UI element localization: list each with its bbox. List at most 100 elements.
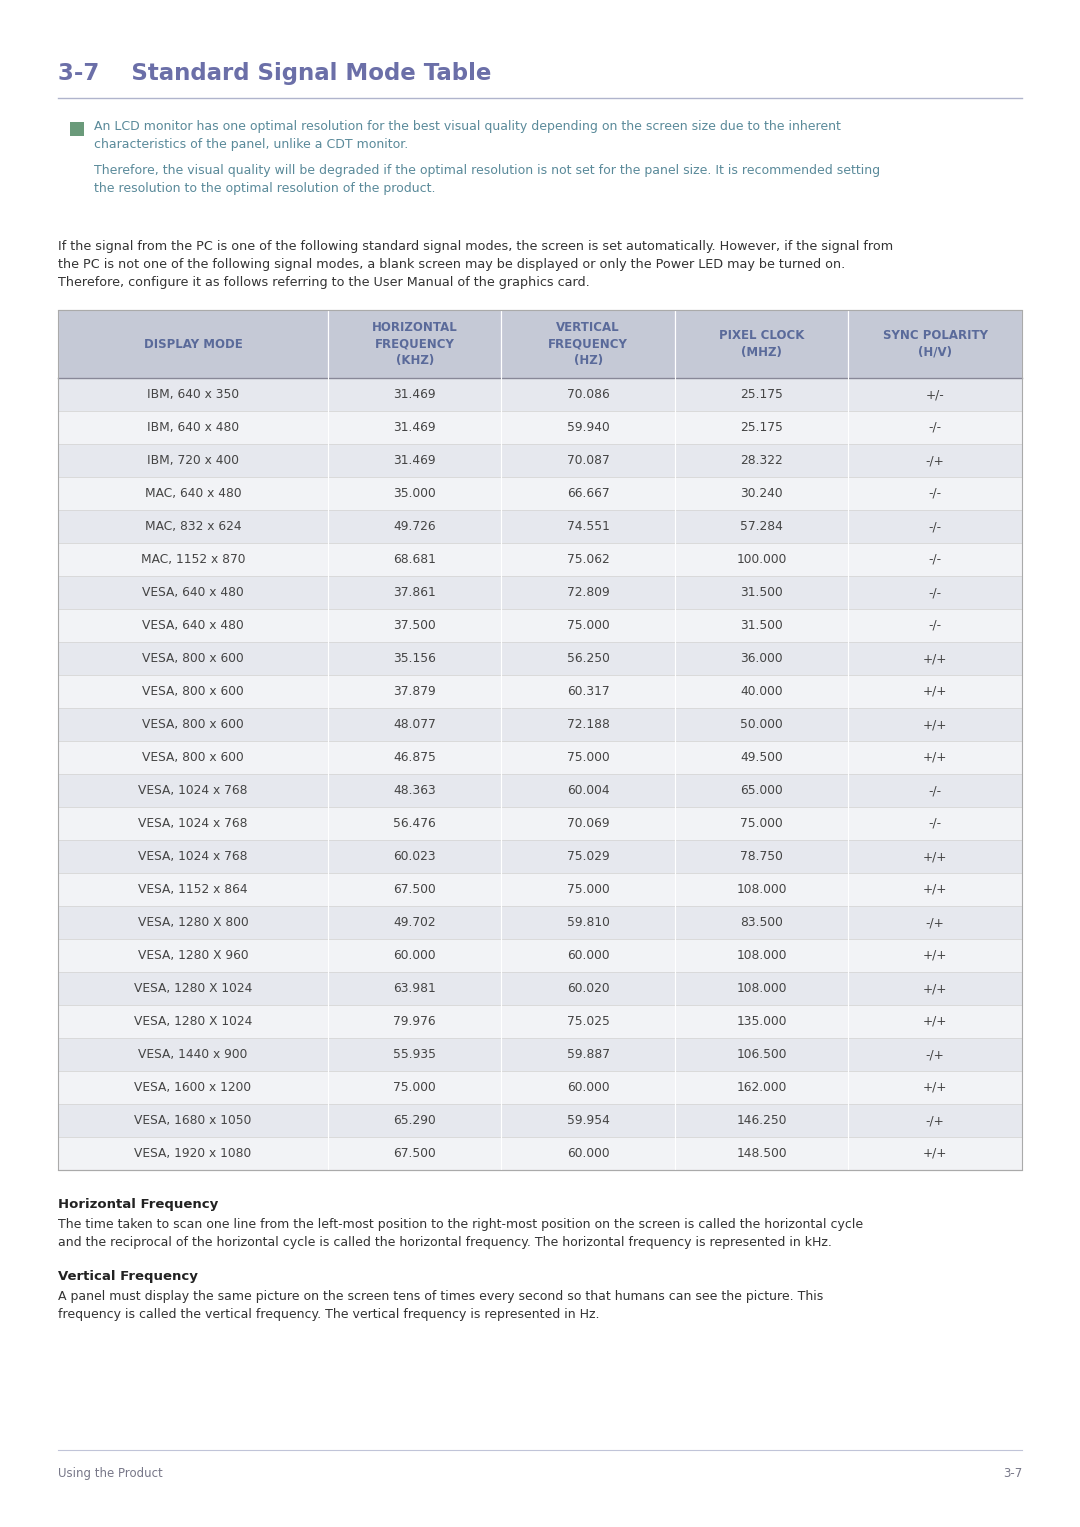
Text: 60.317: 60.317: [567, 686, 609, 698]
Bar: [58, 1104, 328, 1138]
Text: +/+: +/+: [923, 883, 947, 896]
Bar: [675, 1038, 849, 1070]
Text: 35.000: 35.000: [393, 487, 436, 499]
Bar: [675, 806, 849, 840]
Text: 72.188: 72.188: [567, 718, 609, 731]
Bar: [849, 939, 1022, 973]
Text: IBM, 640 x 480: IBM, 640 x 480: [147, 421, 239, 434]
Text: the PC is not one of the following signal modes, a blank screen may be displayed: the PC is not one of the following signa…: [58, 258, 846, 270]
Bar: [849, 840, 1022, 873]
Text: VESA, 1280 X 1024: VESA, 1280 X 1024: [134, 1015, 252, 1028]
Bar: [849, 1104, 1022, 1138]
Text: -/-: -/-: [929, 521, 942, 533]
Bar: [58, 774, 328, 806]
Text: VESA, 1280 X 1024: VESA, 1280 X 1024: [134, 982, 252, 996]
Bar: [501, 444, 675, 476]
Text: +/+: +/+: [923, 1081, 947, 1093]
Text: 49.702: 49.702: [393, 916, 436, 928]
Bar: [328, 609, 501, 641]
Text: +/+: +/+: [923, 686, 947, 698]
Text: VESA, 800 x 600: VESA, 800 x 600: [143, 718, 244, 731]
Text: 60.023: 60.023: [393, 851, 436, 863]
Bar: [849, 806, 1022, 840]
Text: 148.500: 148.500: [737, 1147, 787, 1161]
Bar: [58, 741, 328, 774]
Text: -/+: -/+: [926, 1048, 945, 1061]
Bar: [58, 576, 328, 609]
Text: 31.469: 31.469: [393, 388, 436, 402]
Bar: [675, 1104, 849, 1138]
Text: 37.500: 37.500: [393, 618, 436, 632]
Bar: [58, 906, 328, 939]
Text: SYNC POLARITY
(H/V): SYNC POLARITY (H/V): [882, 330, 988, 359]
Text: Horizontal Frequency: Horizontal Frequency: [58, 1199, 218, 1211]
Bar: [328, 379, 501, 411]
Bar: [328, 1038, 501, 1070]
Bar: [501, 1070, 675, 1104]
Text: HORIZONTAL
FREQUENCY
(KHZ): HORIZONTAL FREQUENCY (KHZ): [372, 321, 458, 366]
Bar: [328, 906, 501, 939]
Text: 59.940: 59.940: [567, 421, 609, 434]
Bar: [675, 973, 849, 1005]
Text: 146.250: 146.250: [737, 1115, 787, 1127]
Text: 60.000: 60.000: [567, 1081, 609, 1093]
Bar: [675, 310, 849, 379]
Bar: [328, 709, 501, 741]
Bar: [849, 709, 1022, 741]
Bar: [58, 609, 328, 641]
Bar: [328, 973, 501, 1005]
Text: 72.809: 72.809: [567, 586, 609, 599]
Bar: [328, 741, 501, 774]
Text: 68.681: 68.681: [393, 553, 436, 567]
Text: MAC, 832 x 624: MAC, 832 x 624: [145, 521, 241, 533]
Text: VESA, 1280 X 800: VESA, 1280 X 800: [137, 916, 248, 928]
Text: 78.750: 78.750: [740, 851, 783, 863]
Bar: [328, 806, 501, 840]
Bar: [849, 1038, 1022, 1070]
Text: VESA, 800 x 600: VESA, 800 x 600: [143, 751, 244, 764]
Text: +/+: +/+: [923, 851, 947, 863]
Bar: [849, 741, 1022, 774]
Bar: [849, 641, 1022, 675]
Bar: [58, 1038, 328, 1070]
Text: VERTICAL
FREQUENCY
(HZ): VERTICAL FREQUENCY (HZ): [549, 321, 629, 366]
Text: 28.322: 28.322: [741, 454, 783, 467]
Text: 75.000: 75.000: [567, 618, 609, 632]
Text: 37.879: 37.879: [393, 686, 436, 698]
Bar: [501, 840, 675, 873]
Text: VESA, 1440 x 900: VESA, 1440 x 900: [138, 1048, 247, 1061]
Bar: [675, 1005, 849, 1038]
Text: +/+: +/+: [923, 1015, 947, 1028]
Text: Using the Product: Using the Product: [58, 1467, 163, 1480]
Text: 3-7    Standard Signal Mode Table: 3-7 Standard Signal Mode Table: [58, 63, 491, 86]
Text: 70.087: 70.087: [567, 454, 609, 467]
Bar: [501, 544, 675, 576]
Text: 31.469: 31.469: [393, 454, 436, 467]
Bar: [328, 1138, 501, 1170]
Bar: [849, 906, 1022, 939]
Text: VESA, 1600 x 1200: VESA, 1600 x 1200: [134, 1081, 252, 1093]
Text: The time taken to scan one line from the left-most position to the right-most po: The time taken to scan one line from the…: [58, 1219, 863, 1231]
Bar: [58, 510, 328, 544]
Text: 108.000: 108.000: [737, 948, 787, 962]
Text: VESA, 1024 x 768: VESA, 1024 x 768: [138, 817, 247, 831]
Bar: [58, 939, 328, 973]
Bar: [675, 709, 849, 741]
Text: 25.175: 25.175: [740, 388, 783, 402]
Text: -/-: -/-: [929, 421, 942, 434]
Bar: [501, 774, 675, 806]
Bar: [675, 774, 849, 806]
Bar: [849, 576, 1022, 609]
Bar: [501, 973, 675, 1005]
Bar: [849, 1005, 1022, 1038]
Text: VESA, 800 x 600: VESA, 800 x 600: [143, 686, 244, 698]
Bar: [328, 411, 501, 444]
Text: +/+: +/+: [923, 1147, 947, 1161]
Text: -/-: -/-: [929, 817, 942, 831]
Bar: [328, 675, 501, 709]
Text: 31.500: 31.500: [741, 618, 783, 632]
Text: DISPLAY MODE: DISPLAY MODE: [144, 337, 242, 351]
Bar: [58, 1005, 328, 1038]
Text: 83.500: 83.500: [740, 916, 783, 928]
Bar: [675, 840, 849, 873]
